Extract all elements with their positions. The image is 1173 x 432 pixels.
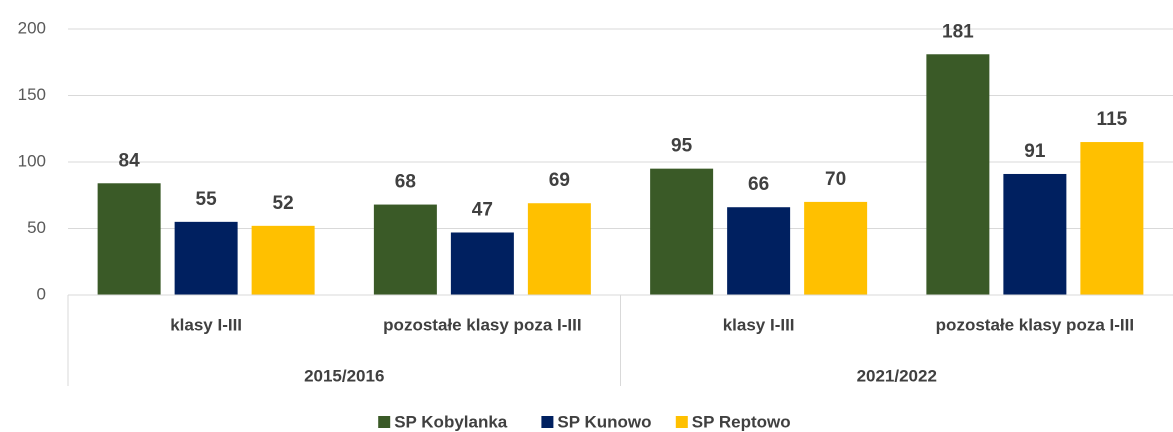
- legend-swatch: [541, 416, 554, 428]
- value-label: 66: [748, 174, 769, 195]
- legend-label: SP Kunowo: [557, 412, 651, 431]
- bar: [1003, 173, 1067, 295]
- bar: [527, 203, 591, 295]
- bar: [251, 225, 315, 295]
- value-label: 115: [1097, 109, 1128, 130]
- value-label: 47: [472, 200, 493, 221]
- legend-swatch: [378, 416, 391, 428]
- bar: [926, 54, 990, 295]
- value-label: 70: [825, 169, 846, 190]
- value-label: 95: [671, 136, 693, 157]
- y-tick-label: 0: [37, 284, 46, 303]
- bar: [174, 221, 238, 295]
- legend-swatch: [675, 416, 688, 428]
- value-label: 181: [942, 21, 974, 42]
- bar: [727, 207, 791, 295]
- legend-label: SP Reptowo: [692, 412, 791, 431]
- legend-label: SP Kobylanka: [394, 412, 508, 431]
- value-label: 84: [119, 150, 141, 171]
- x-tick-label: pozostałe klasy poza I-III: [383, 315, 581, 334]
- bar: [650, 168, 714, 295]
- x-tick-label: pozostałe klasy poza I-III: [936, 315, 1134, 334]
- group-label: 2015/2016: [304, 366, 384, 385]
- bar: [373, 204, 437, 295]
- bar: [97, 183, 161, 295]
- value-label: 55: [196, 189, 218, 210]
- group-label: 2021/2022: [857, 366, 937, 385]
- value-label: 69: [549, 170, 570, 191]
- bar: [1080, 142, 1144, 295]
- bar: [450, 232, 514, 295]
- x-tick-label: klasy I-III: [723, 315, 795, 334]
- x-tick-label: klasy I-III: [170, 315, 242, 334]
- value-label: 52: [273, 193, 294, 214]
- y-tick-label: 50: [27, 218, 46, 237]
- bar: [804, 201, 868, 295]
- value-label: 68: [395, 172, 416, 193]
- y-tick-label: 200: [18, 18, 46, 37]
- y-tick-label: 100: [18, 151, 46, 170]
- value-label: 91: [1024, 141, 1046, 162]
- y-tick-label: 150: [18, 85, 46, 104]
